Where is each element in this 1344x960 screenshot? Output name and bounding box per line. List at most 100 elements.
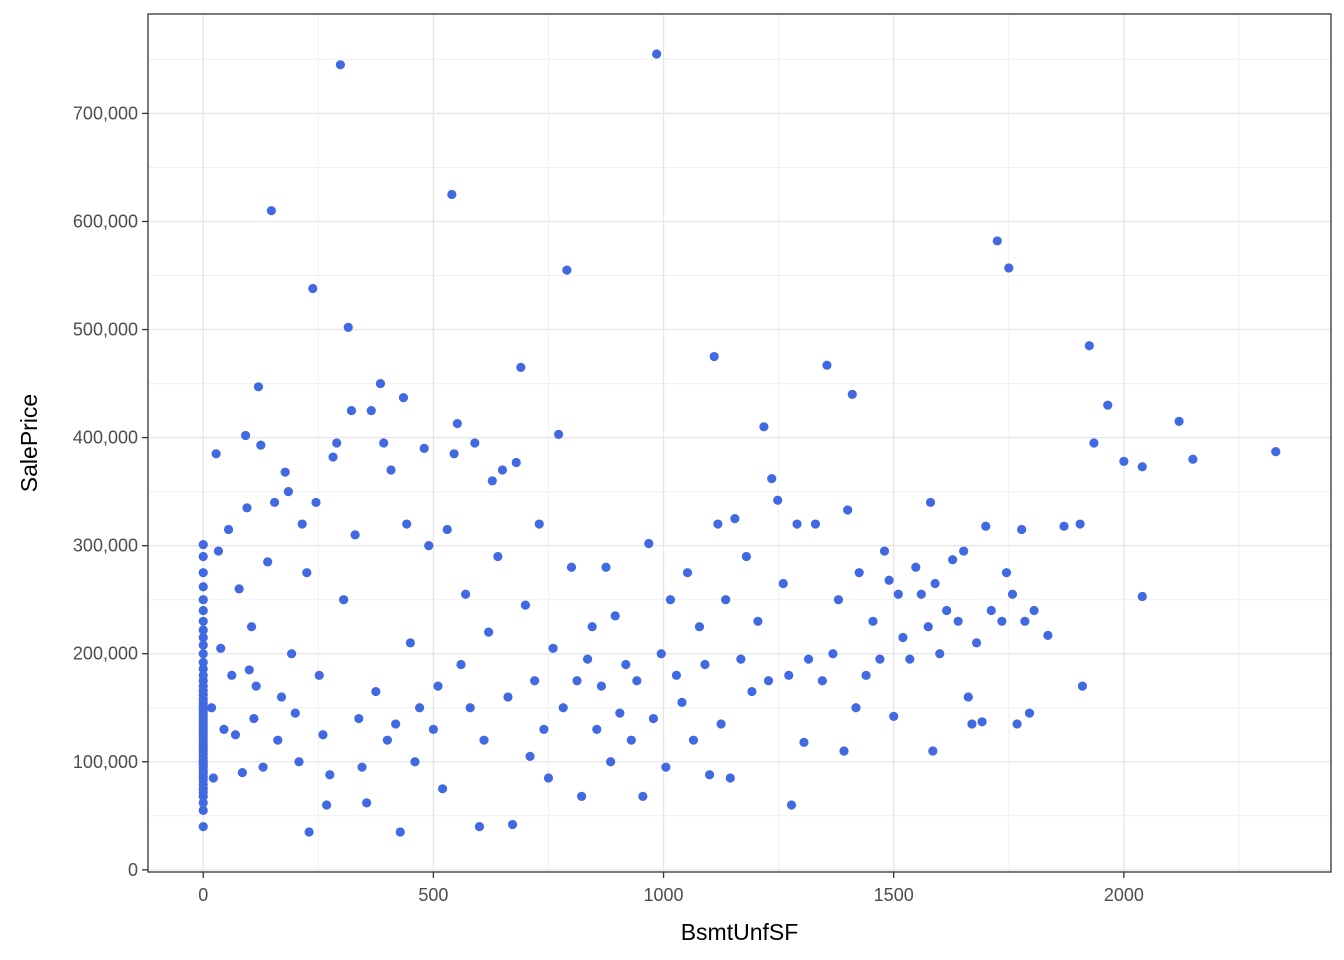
scatter-point: [266, 206, 276, 216]
scatter-point: [311, 497, 321, 508]
scatter-point: [198, 805, 208, 816]
x-tick-label: 500: [418, 885, 448, 905]
scatter-point: [465, 703, 475, 713]
scatter-point: [671, 670, 682, 680]
scatter-point: [601, 562, 611, 572]
scatter-point: [596, 681, 607, 691]
scatter-point: [930, 578, 940, 589]
scatter-point: [592, 724, 602, 734]
scatter-point: [843, 505, 853, 515]
scatter-point: [1077, 681, 1088, 691]
scatter-point: [242, 503, 252, 513]
scatter-point: [534, 519, 544, 529]
scatter-point: [230, 730, 241, 740]
scatter-point: [626, 735, 636, 745]
scatter-point: [1043, 630, 1053, 640]
scatter-point: [986, 605, 996, 616]
scatter-point: [419, 443, 429, 454]
scatter-point: [198, 640, 208, 650]
scatter-point: [354, 713, 364, 724]
scatter-point: [520, 600, 531, 610]
scatter-point: [357, 762, 367, 772]
scatter-point: [977, 717, 987, 727]
scatter-point: [249, 713, 259, 724]
scatter-point: [398, 393, 409, 403]
scatter-point: [1188, 454, 1198, 464]
scatter-point: [240, 430, 251, 441]
scatter-point: [198, 798, 208, 808]
scatter-point: [875, 654, 885, 664]
scatter-point: [442, 524, 452, 535]
scatter-point: [1119, 456, 1129, 466]
scatter-point: [621, 659, 631, 670]
scatter-point: [287, 649, 297, 659]
scatter-point: [198, 657, 208, 667]
scatter-point: [410, 757, 420, 767]
scatter-point: [294, 757, 304, 767]
data-points: [198, 49, 1281, 837]
scatter-point: [963, 692, 973, 702]
scatter-point: [953, 616, 963, 626]
scatter-point: [971, 638, 982, 648]
scatter-point: [516, 362, 526, 372]
scatter-point: [928, 746, 938, 756]
scatter-point: [1001, 568, 1012, 578]
scatter-point: [959, 546, 969, 556]
scatter-point: [256, 440, 266, 450]
scatter-point: [925, 497, 936, 508]
scatter-point: [847, 389, 857, 399]
scatter-point: [792, 519, 802, 529]
scatter-point: [447, 189, 457, 200]
scatter-point: [905, 654, 915, 664]
scatter-point: [198, 649, 208, 659]
scatter-point: [638, 791, 648, 801]
x-axis-title: BsmtUnfSF: [681, 919, 799, 945]
scatter-point: [198, 605, 208, 616]
scatter-point: [730, 514, 740, 524]
scatter-point: [1174, 416, 1184, 426]
y-tick-label: 500,000: [73, 320, 138, 340]
scatter-point: [213, 546, 224, 556]
scatter-point: [648, 713, 659, 724]
scatter-point: [893, 589, 903, 599]
scatter-point: [610, 611, 620, 621]
scatter-point: [206, 703, 217, 713]
scatter-point: [661, 762, 671, 772]
scatter-point: [328, 452, 338, 462]
scatter-point: [763, 676, 774, 686]
scatter-point: [992, 236, 1002, 246]
scatter-point: [879, 546, 890, 556]
y-axis-title: SalePrice: [16, 394, 42, 492]
scatter-point: [889, 711, 899, 721]
scatter-point: [1007, 589, 1018, 599]
scatter-point: [253, 382, 264, 392]
scatter-point: [854, 568, 864, 578]
scatter-point: [198, 539, 208, 550]
scatter-point: [632, 676, 642, 686]
y-axis-ticks: 0 100,000 200,000 300,000 400,000 500,000 600,…: [73, 103, 148, 880]
scatter-point: [269, 497, 280, 508]
scatter-point: [198, 582, 208, 592]
scatter-point: [548, 643, 558, 653]
scatter-point: [402, 519, 412, 529]
scatter-point: [572, 676, 582, 686]
scatter-point: [778, 578, 788, 589]
scatter-point: [503, 692, 513, 702]
scatter-point: [325, 770, 335, 780]
scatter-point: [682, 568, 693, 578]
scatter-point: [799, 737, 809, 747]
scatter-point: [198, 632, 208, 643]
scatter-point: [558, 703, 568, 713]
scatter-point: [861, 670, 871, 680]
scatter-point: [656, 649, 666, 659]
scatter-point: [839, 746, 849, 756]
scatter-point: [753, 616, 763, 626]
scatter-point: [898, 632, 908, 643]
scatter-point: [606, 757, 616, 767]
scatter-point: [343, 322, 353, 332]
scatter-point: [851, 703, 861, 713]
scatter-point: [302, 568, 312, 578]
scatter-point: [566, 562, 577, 572]
scatter-point: [530, 676, 540, 686]
scatter-point: [237, 767, 247, 778]
